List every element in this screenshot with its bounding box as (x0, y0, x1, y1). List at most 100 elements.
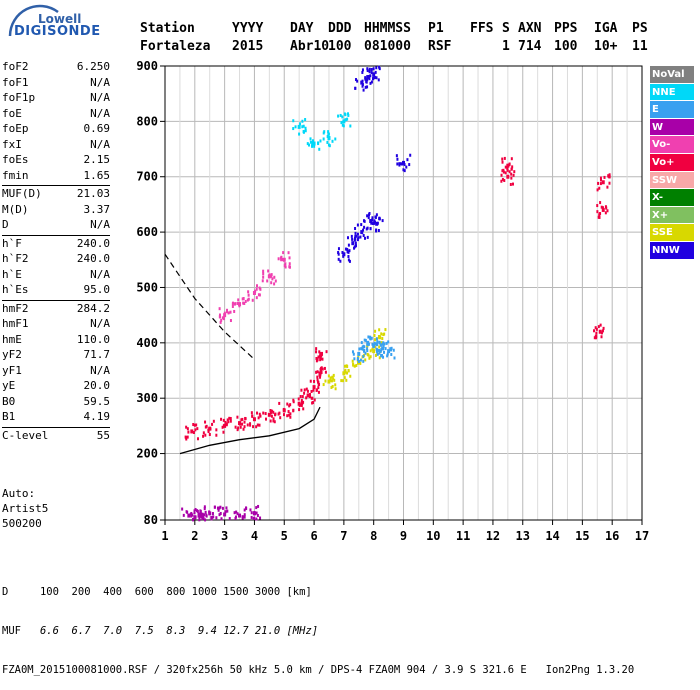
echo-dot (367, 213, 370, 217)
echo-dot (212, 419, 215, 423)
echo-dot (286, 402, 289, 406)
param-label: h`Es (2, 283, 29, 296)
x-tick-label: 10 (426, 529, 440, 543)
echo-dot (324, 379, 327, 383)
echo-dot (315, 347, 318, 351)
echo-dot (292, 408, 295, 412)
data-point (351, 241, 355, 246)
echo-dot (197, 512, 200, 516)
echo-dot (595, 331, 598, 335)
echo-dot (595, 334, 598, 338)
echo-dot (377, 229, 380, 233)
echo-dot (346, 117, 349, 121)
echo-dot (286, 414, 289, 418)
echo-dot (362, 354, 365, 358)
header-label: S (502, 21, 510, 36)
echo-dot (373, 333, 376, 337)
profile-curve (179, 406, 321, 455)
echo-dot (315, 350, 318, 354)
echo-dot (236, 512, 239, 516)
echo-dot (320, 369, 323, 373)
echo-dot (396, 157, 399, 161)
echo-dot (361, 68, 364, 72)
echo-dot (235, 510, 238, 514)
header-label: PPS (554, 21, 578, 36)
echo-dot (273, 275, 276, 279)
legend-entry: Vo- (650, 136, 694, 154)
echo-dot (252, 425, 255, 429)
echo-dot (264, 412, 267, 416)
x-tick-label: 15 (575, 529, 589, 543)
param-label: foF1p (2, 91, 36, 104)
echo-dot (194, 508, 197, 512)
echo-dot (255, 287, 258, 291)
data-point (320, 351, 324, 356)
echo-dot (319, 367, 322, 371)
echo-dot (211, 512, 214, 516)
echo-dot (347, 255, 350, 259)
echo-dot (239, 422, 242, 426)
echo-dot (270, 273, 273, 277)
echo-dot (381, 342, 384, 346)
echo-dot (284, 262, 287, 266)
echo-dot (242, 427, 245, 431)
echo-dot (205, 424, 208, 428)
echo-dot (376, 221, 379, 225)
echo-dot (362, 359, 365, 363)
echo-dot (309, 395, 312, 399)
echo-dot (236, 415, 239, 419)
echo-dot (366, 226, 369, 230)
echo-dot (317, 380, 320, 384)
echo-dot (347, 243, 350, 247)
echo-dot (368, 67, 371, 71)
echo-dot (327, 374, 330, 378)
muf-row: MUF 6.6 6.7 7.0 7.5 8.3 9.4 12.7 21.0 [M… (2, 625, 634, 638)
echo-dot (374, 353, 377, 357)
logo-main-text: DIGISONDE (14, 24, 101, 39)
echo-dot (319, 373, 322, 377)
echo-dot (600, 205, 603, 209)
echo-dot (408, 163, 411, 167)
echo-dot (321, 357, 324, 361)
echo-dot (304, 126, 307, 130)
echo-dot (356, 223, 359, 227)
legend-entry: X- (650, 189, 694, 207)
echo-dot (403, 169, 406, 173)
echo-dot (331, 375, 334, 379)
echo-dot (601, 329, 604, 333)
echo-dot (220, 517, 223, 521)
echo-dot (606, 209, 609, 213)
echo-dot (363, 236, 366, 240)
echo-dot (347, 369, 350, 373)
y-tick-label: 200 (136, 447, 158, 461)
echo-dot (196, 437, 199, 441)
echo-dot (237, 426, 240, 430)
echo-dot (380, 348, 383, 352)
echo-dot (317, 141, 320, 145)
echo-dot (252, 517, 255, 521)
echo-dot (508, 162, 511, 166)
echo-dot (375, 66, 378, 70)
echo-dot (371, 218, 374, 222)
echo-dot (378, 328, 381, 332)
echo-dot (213, 505, 216, 509)
echo-dot (599, 212, 602, 216)
echo-dot (278, 411, 281, 415)
echo-dot (302, 130, 305, 134)
echo-dot (510, 167, 513, 171)
param-row: hmF1 N/A (2, 317, 110, 333)
echo-dot (302, 407, 305, 411)
echo-dot (207, 428, 210, 432)
echo-dot (204, 518, 207, 522)
echo-dot (382, 355, 385, 359)
param-value: N/A (90, 267, 110, 281)
echo-dot (510, 176, 513, 180)
legend-entry: NNW (650, 241, 694, 260)
echo-dot (203, 513, 206, 517)
echo-dot (266, 279, 269, 283)
echo-dot (257, 504, 260, 508)
echo-dot (262, 269, 265, 273)
echo-dot (501, 160, 504, 164)
echo-dot (372, 67, 375, 71)
echo-dot (354, 231, 357, 235)
